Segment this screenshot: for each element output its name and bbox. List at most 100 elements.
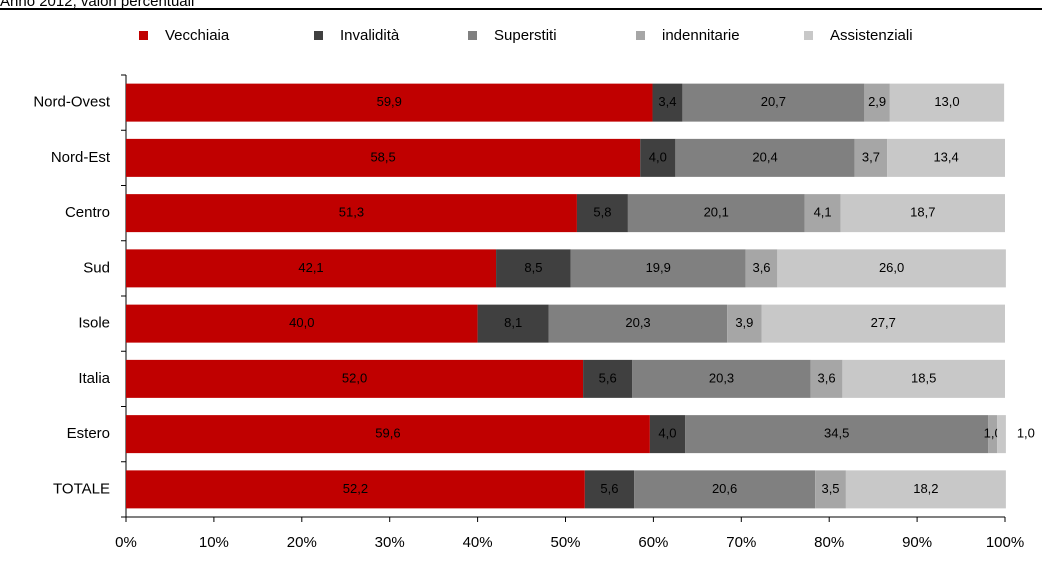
value-label: 18,2 [913, 481, 938, 496]
x-tick-label: 50% [550, 534, 580, 551]
bar-segment [640, 138, 676, 177]
bar-segment [584, 470, 635, 509]
bar-segment [777, 249, 1006, 288]
bar-segment [570, 249, 746, 288]
value-label: 59,9 [377, 94, 402, 109]
value-label: 8,5 [524, 260, 542, 275]
bar-segment [761, 304, 1005, 343]
bar-segment [675, 138, 855, 177]
bar-segment [583, 359, 633, 398]
value-label: 20,3 [709, 370, 734, 385]
x-tick-label: 10% [199, 534, 229, 551]
bar-segment [745, 249, 778, 288]
value-label: 42,1 [298, 260, 323, 275]
legend-swatch [139, 31, 148, 40]
legend-label: Vecchiaia [165, 27, 230, 44]
value-label: 40,0 [289, 315, 314, 330]
category-label: Nord-Ovest [33, 94, 111, 111]
bar-segment [126, 138, 641, 177]
value-label: 3,5 [821, 481, 839, 496]
legend-swatch [468, 31, 477, 40]
value-label: 26,0 [879, 260, 904, 275]
bar-segment [632, 359, 811, 398]
value-label: 20,6 [712, 481, 737, 496]
bar-segment [576, 194, 628, 233]
bar-segment [126, 304, 478, 343]
value-label: 20,3 [625, 315, 650, 330]
x-tick-label: 60% [638, 534, 668, 551]
bar-segment [804, 194, 841, 233]
value-label: 58,5 [370, 149, 395, 164]
bar-segment [126, 249, 497, 288]
bar-segment [649, 415, 686, 454]
value-label: 52,0 [342, 370, 367, 385]
value-label: 19,9 [646, 260, 671, 275]
category-label: Italia [78, 370, 110, 387]
bar-segment [840, 194, 1005, 233]
value-label: 13,0 [934, 94, 959, 109]
bar-segment [685, 415, 989, 454]
value-label: 1,0 [1017, 426, 1035, 441]
category-label: Estero [67, 425, 110, 442]
category-label: Isole [78, 315, 110, 332]
bar-segment [634, 470, 816, 509]
value-label: 20,1 [704, 205, 729, 220]
value-label: 4,0 [658, 426, 676, 441]
legend-swatch [804, 31, 813, 40]
x-tick-label: 20% [287, 534, 317, 551]
bar-segment [627, 194, 805, 233]
bar-segment [887, 138, 1005, 177]
bar-segment [126, 415, 650, 454]
value-label: 52,2 [343, 481, 368, 496]
value-label: 18,7 [910, 205, 935, 220]
category-label: Sud [83, 259, 110, 276]
bar-segment [727, 304, 762, 343]
bar-segment [842, 359, 1005, 398]
bar-segment [845, 470, 1006, 509]
bar-segment [815, 470, 846, 509]
bar-segment [889, 83, 1005, 122]
bar-segment [477, 304, 549, 343]
bar-segment [126, 470, 585, 509]
x-tick-label: 0% [115, 534, 137, 551]
value-label: 4,0 [649, 149, 667, 164]
bar-segment [997, 415, 1006, 454]
category-label: Nord-Est [51, 149, 111, 166]
value-label: 5,6 [599, 370, 617, 385]
value-label: 4,1 [814, 205, 832, 220]
value-label: 59,6 [375, 426, 400, 441]
value-label: 3,6 [752, 260, 770, 275]
legend-label: Superstiti [494, 27, 557, 44]
bar-segment [126, 194, 577, 233]
value-label: 18,5 [911, 370, 936, 385]
value-label: 8,1 [504, 315, 522, 330]
x-tick-label: 90% [902, 534, 932, 551]
legend-swatch [314, 31, 323, 40]
x-tick-label: 30% [375, 534, 405, 551]
bar-segment [652, 83, 683, 122]
bar-segment [548, 304, 728, 343]
value-label: 5,6 [600, 481, 618, 496]
value-label: 2,9 [868, 94, 886, 109]
x-tick-label: 70% [726, 534, 756, 551]
value-label: 3,4 [658, 94, 676, 109]
x-tick-label: 40% [463, 534, 493, 551]
legend-swatch [636, 31, 645, 40]
legend-label: indennitarie [662, 27, 740, 44]
bar-segment [496, 249, 571, 288]
value-label: 3,6 [818, 370, 836, 385]
bar-segment [864, 83, 890, 122]
value-label: 5,8 [593, 205, 611, 220]
chart-subtitle: Anno 2012, valori percentuali [0, 0, 194, 10]
value-label: 3,7 [862, 149, 880, 164]
legend-label: Invalidità [340, 27, 400, 44]
value-label: 51,3 [339, 205, 364, 220]
value-label: 27,7 [871, 315, 896, 330]
bar-segment [854, 138, 888, 177]
value-label: 3,9 [735, 315, 753, 330]
legend-label: Assistenziali [830, 27, 913, 44]
bar-segment [126, 83, 653, 122]
bar-segment [988, 415, 998, 454]
bar-segment [682, 83, 865, 122]
